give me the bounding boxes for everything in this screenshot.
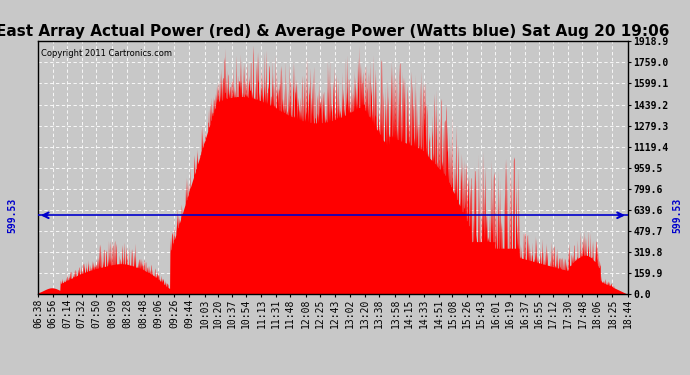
Text: Copyright 2011 Cartronics.com: Copyright 2011 Cartronics.com <box>41 49 172 58</box>
Text: 599.53: 599.53 <box>8 198 17 233</box>
Text: 599.53: 599.53 <box>673 198 682 233</box>
Text: East Array Actual Power (red) & Average Power (Watts blue) Sat Aug 20 19:06: East Array Actual Power (red) & Average … <box>0 24 670 39</box>
